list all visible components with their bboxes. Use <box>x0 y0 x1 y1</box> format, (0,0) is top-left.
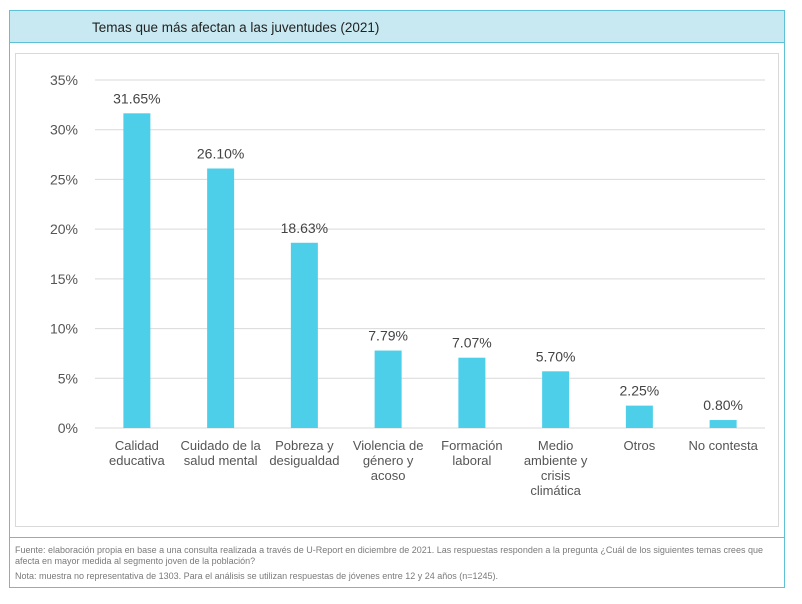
source-note: Fuente: elaboración propia en base a una… <box>15 545 763 566</box>
y-tick-label: 25% <box>50 171 78 187</box>
y-tick-label: 0% <box>58 420 78 436</box>
y-tick-label: 20% <box>50 221 78 237</box>
y-tick-label: 30% <box>50 122 78 138</box>
bar <box>290 242 318 428</box>
bar <box>458 357 486 428</box>
x-tick-label: Cuidado de la salud mental <box>181 438 262 468</box>
x-tick-label: Pobreza y desigualdad <box>269 438 339 468</box>
data-label: 26.10% <box>197 145 244 161</box>
sample-note: Nota: muestra no representativa de 1303.… <box>15 571 499 581</box>
x-tick-label: Otros <box>623 438 655 453</box>
bar <box>374 350 402 428</box>
data-label: 7.79% <box>368 328 408 344</box>
footer: Fuente: elaboración propia en base a una… <box>10 537 784 589</box>
bar <box>542 371 570 428</box>
bar <box>625 405 653 428</box>
x-tick-label: No contesta <box>688 438 758 453</box>
data-label: 5.70% <box>536 348 576 364</box>
x-tick-label: Formación laboral <box>441 438 502 468</box>
chart-title: Temas que más afectan a las juventudes (… <box>92 20 380 35</box>
bar <box>709 420 737 428</box>
data-label: 2.25% <box>620 383 660 399</box>
data-label: 18.63% <box>281 220 328 236</box>
y-tick-label: 10% <box>50 321 78 337</box>
x-tick-label: Violencia de género y acoso <box>353 438 424 483</box>
y-tick-label: 5% <box>58 370 78 386</box>
x-tick-label: Calidad educativa <box>109 438 165 468</box>
bar <box>123 113 151 429</box>
data-label: 7.07% <box>452 335 492 351</box>
title-bar: Temas que más afectan a las juventudes (… <box>10 11 784 43</box>
chart-frame: Temas que más afectan a las juventudes (… <box>9 10 785 588</box>
bar-chart: 0% 5% 10% 15% 20% 25% 30% 35% 31.65% Calidad educa… <box>50 72 765 498</box>
x-tick-label: Medio ambiente y crisis climática <box>524 438 588 498</box>
y-tick-label: 35% <box>50 72 78 88</box>
bar <box>207 168 235 428</box>
data-label: 31.65% <box>113 90 160 106</box>
y-tick-label: 15% <box>50 271 78 287</box>
data-label: 0.80% <box>703 397 743 413</box>
plot-area: 0% 5% 10% 15% 20% 25% 30% 35% 31.65% Calidad educa… <box>15 53 779 527</box>
